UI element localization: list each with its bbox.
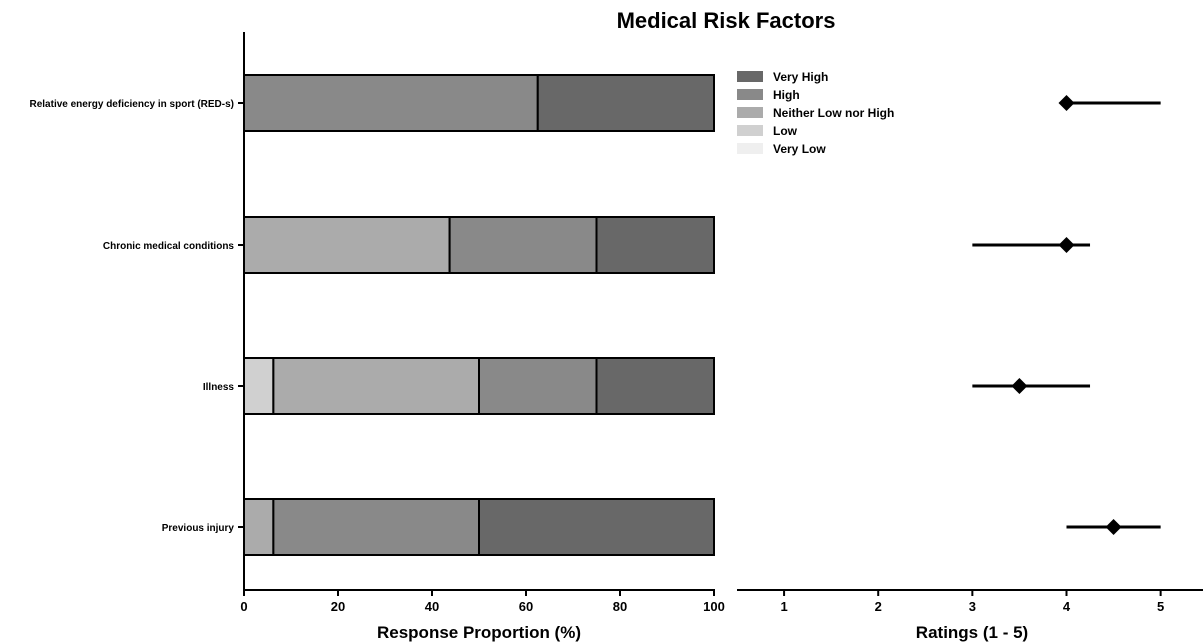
bar-segment-2-4 [595,357,715,415]
bar-segment-2-2 [272,357,480,415]
left-axes: Relative energy deficiency in sport (RED… [29,32,725,614]
bar-segment-1-3 [448,216,598,274]
legend-swatch-1 [737,89,763,100]
bar-segment-3-2 [243,498,275,556]
x-tick-label-left: 60 [519,599,533,614]
category-label: Relative energy deficiency in sport (RED… [29,99,234,110]
bar-segment-1-4 [595,216,715,274]
legend-swatch-2 [737,107,763,118]
x-tick-label-right: 3 [969,599,976,614]
chart-title: Medical Risk Factors [617,8,836,33]
legend-swatch-0 [737,71,763,82]
legend-label-4: Very Low [773,142,826,156]
bar-segment-2-1 [243,357,275,415]
legend-label-0: Very High [773,70,828,84]
legend-swatch-4 [737,143,763,154]
x-tick-label-right: 1 [780,599,787,614]
x-tick-label-left: 0 [240,599,247,614]
bar-segment-2-3 [478,357,598,415]
bar-segment-3-4 [478,498,715,556]
x-tick-label-left: 40 [425,599,439,614]
x-tick-label-right: 4 [1063,599,1071,614]
legend-label-3: Low [773,124,798,138]
bars-layer [243,74,715,556]
category-label: Illness [203,382,235,393]
category-label: Previous injury [162,523,235,534]
x-tick-label-left: 100 [703,599,725,614]
bar-segment-0-3 [243,74,539,132]
ratings-layer [972,95,1161,535]
x-tick-label-right: 5 [1157,599,1164,614]
rating-marker-0 [1058,95,1075,111]
legend: Very High High Neither Low nor High Low Very… [737,70,894,156]
bar-segment-3-3 [272,498,480,556]
x-tick-label-right: 2 [875,599,882,614]
rating-marker-1 [1058,237,1075,253]
x-axis-label-left: Response Proportion (%) [377,623,581,642]
bar-segment-0-4 [536,74,715,132]
x-tick-label-left: 80 [613,599,627,614]
legend-label-2: Neither Low nor High [773,106,894,120]
right-axes: 1 2 3 4 5 [737,589,1203,614]
bar-segment-1-2 [243,216,451,274]
x-axis-label-right: Ratings (1 - 5) [916,623,1028,642]
rating-marker-2 [1011,378,1028,394]
category-label: Chronic medical conditions [103,241,235,252]
rating-marker-3 [1105,519,1122,535]
x-tick-label-left: 20 [331,599,345,614]
legend-label-1: High [773,88,800,102]
legend-swatch-3 [737,125,763,136]
